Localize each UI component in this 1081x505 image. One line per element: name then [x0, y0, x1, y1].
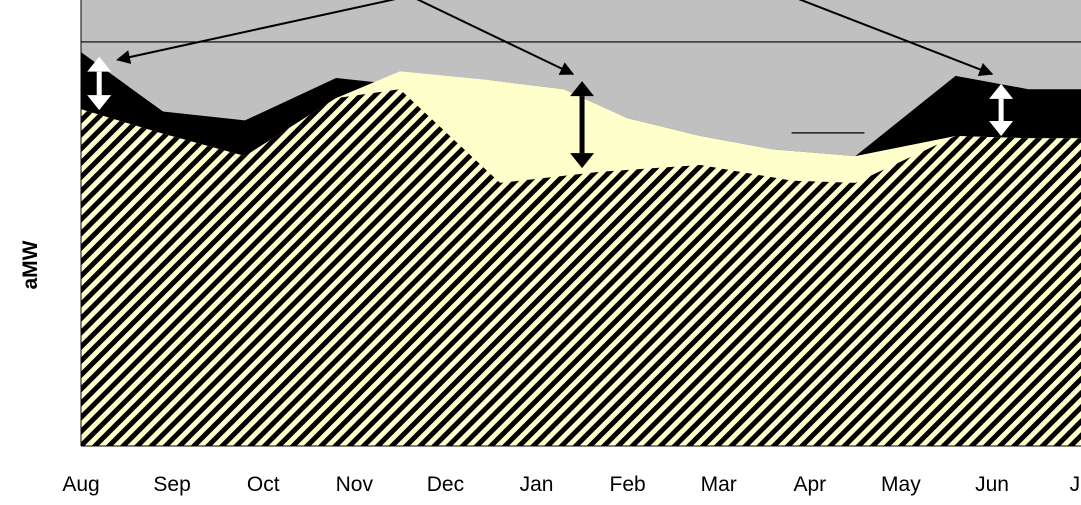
- x-tick-label: Dec: [427, 473, 464, 496]
- area-series-base: [81, 89, 1081, 446]
- x-tick-label: Jul: [1070, 473, 1081, 496]
- annotation-arrow: [116, 0, 396, 64]
- y-axis-label: aMW: [19, 240, 42, 290]
- x-tick-label: Feb: [610, 473, 646, 496]
- x-tick-label: Oct: [247, 473, 280, 496]
- double-arrow: [87, 56, 112, 111]
- x-tick-label: Apr: [793, 473, 826, 496]
- annotation-arrow: [798, 0, 994, 77]
- x-tick-label: Aug: [62, 473, 99, 496]
- x-tick-label: Mar: [701, 473, 737, 496]
- x-tick-label: Jan: [520, 473, 554, 496]
- double-arrow: [989, 83, 1014, 137]
- annotation-arrow: [416, 0, 575, 75]
- double-arrow: [570, 81, 595, 169]
- x-tick-label: Sep: [153, 473, 190, 496]
- x-tick-label: Nov: [336, 473, 374, 496]
- x-tick-label: Jun: [975, 473, 1009, 496]
- x-tick-label: May: [881, 473, 921, 496]
